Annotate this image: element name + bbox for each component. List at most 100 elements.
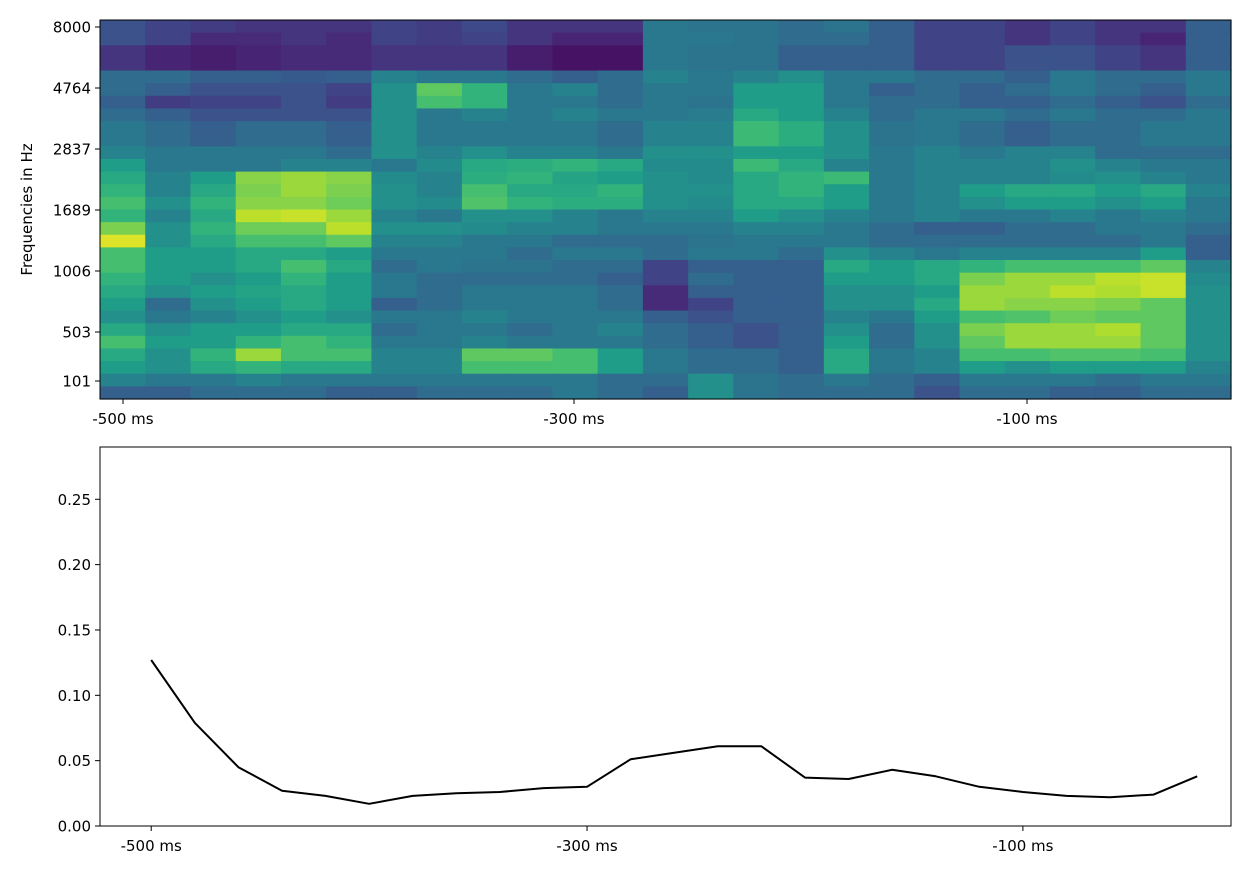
heatmap-cell: [823, 45, 870, 59]
heatmap-cell: [1004, 272, 1051, 286]
heatmap-cell: [688, 386, 734, 400]
x-tick-label: -500 ms: [92, 410, 153, 428]
heatmap-cell: [597, 310, 644, 324]
heatmap-cell: [552, 260, 599, 274]
heatmap-cell: [1185, 386, 1232, 400]
heatmap-cell: [326, 222, 373, 236]
heatmap-cell: [688, 234, 734, 248]
heatmap-cell: [1140, 32, 1187, 46]
heatmap-cell: [642, 297, 689, 312]
heatmap-cell: [507, 348, 553, 362]
heatmap-cell: [235, 121, 282, 135]
heatmap-cell: [190, 32, 237, 46]
heatmap-cell: [371, 184, 418, 198]
heatmap-cell: [1050, 335, 1096, 350]
heatmap-cell: [190, 95, 237, 110]
heatmap-cell: [778, 146, 825, 160]
heatmap-cell: [642, 45, 689, 59]
heatmap-cell: [1004, 184, 1051, 198]
heatmap-cell: [280, 285, 327, 299]
heatmap-cell: [1095, 20, 1142, 34]
heatmap-cell: [597, 386, 644, 400]
heatmap-cell: [371, 209, 418, 223]
heatmap-cell: [869, 297, 915, 312]
heatmap-cell: [959, 196, 1006, 211]
heatmap-cell: [190, 234, 237, 248]
heatmap-cell: [416, 133, 463, 147]
heatmap-cell: [733, 158, 780, 173]
heatmap-cell: [597, 146, 644, 160]
heatmap-cell: [326, 32, 373, 46]
heatmap-cell: [280, 373, 327, 387]
heatmap-cell: [642, 222, 689, 236]
heatmap-cell: [1140, 323, 1187, 337]
heatmap-cell: [959, 146, 1006, 160]
heatmap-cell: [280, 108, 327, 122]
heatmap-cell: [959, 285, 1006, 299]
heatmap-cell: [688, 323, 734, 337]
heatmap-cell: [371, 70, 418, 84]
heatmap-cell: [642, 95, 689, 110]
heatmap-cell: [371, 158, 418, 173]
heatmap-cell: [1050, 184, 1096, 198]
heatmap-cell: [914, 386, 961, 400]
heatmap-cell: [190, 260, 237, 274]
heatmap-cell: [1050, 386, 1096, 400]
heatmap-cell: [190, 158, 237, 173]
heatmap-cell: [1050, 108, 1096, 122]
heatmap-cell: [1050, 260, 1096, 274]
heatmap-cell: [371, 234, 418, 248]
heatmap-cell: [1185, 234, 1232, 248]
heatmap-cell: [823, 184, 870, 198]
heatmap-cell: [1140, 310, 1187, 324]
heatmap-cell: [688, 196, 734, 211]
heatmap-cell: [1185, 133, 1232, 147]
heatmap-cell: [869, 70, 915, 84]
heatmap-cell: [552, 20, 599, 34]
heatmap-cell: [280, 171, 327, 185]
heatmap-cell: [461, 260, 508, 274]
y-tick-label: 503: [62, 324, 91, 342]
heatmap-cell: [371, 247, 418, 261]
heatmap-cell: [642, 57, 689, 72]
heatmap-cell: [100, 20, 146, 34]
heatmap-cell: [914, 297, 961, 312]
heatmap-cell: [914, 260, 961, 274]
heatmap-cell: [235, 70, 282, 84]
heatmap-cell: [145, 386, 192, 400]
heatmap-cell: [190, 310, 237, 324]
heatmap-cell: [507, 209, 553, 223]
line-y-ticks: 0.00 0.05 0.10 0.15 0.20 0.25: [58, 491, 100, 836]
heatmap-cell: [1050, 361, 1096, 375]
heatmap-cell: [507, 20, 553, 34]
heatmap-cell: [100, 133, 146, 147]
heatmap-cell: [507, 95, 553, 110]
heatmap-cell: [688, 297, 734, 312]
heatmap-cell: [597, 196, 644, 211]
heatmap-cell: [778, 45, 825, 59]
heatmap-cell: [1095, 133, 1142, 147]
spectrogram-y-axis-label: Frequencies in Hz: [18, 143, 36, 275]
heatmap-cell: [597, 260, 644, 274]
heatmap-cell: [371, 272, 418, 286]
heatmap-cell: [778, 373, 825, 387]
heatmap-cell: [100, 70, 146, 84]
heatmap-cell: [778, 133, 825, 147]
heatmap-cell: [416, 196, 463, 211]
heatmap-cell: [688, 83, 734, 97]
heatmap-cell: [416, 146, 463, 160]
heatmap-cell: [326, 171, 373, 185]
heatmap-cell: [326, 196, 373, 211]
heatmap-cell: [235, 222, 282, 236]
heatmap-cell: [1004, 234, 1051, 248]
heatmap-cell: [733, 373, 780, 387]
heatmap-cell: [1140, 373, 1187, 387]
y-tick-label: 0.00: [58, 818, 91, 836]
heatmap-cell: [733, 121, 780, 135]
heatmap-cell: [823, 373, 870, 387]
heatmap-cell: [100, 121, 146, 135]
heatmap-cell: [461, 32, 508, 46]
heatmap-cell: [326, 297, 373, 312]
heatmap-cell: [1185, 45, 1232, 59]
heatmap-cell: [1004, 310, 1051, 324]
